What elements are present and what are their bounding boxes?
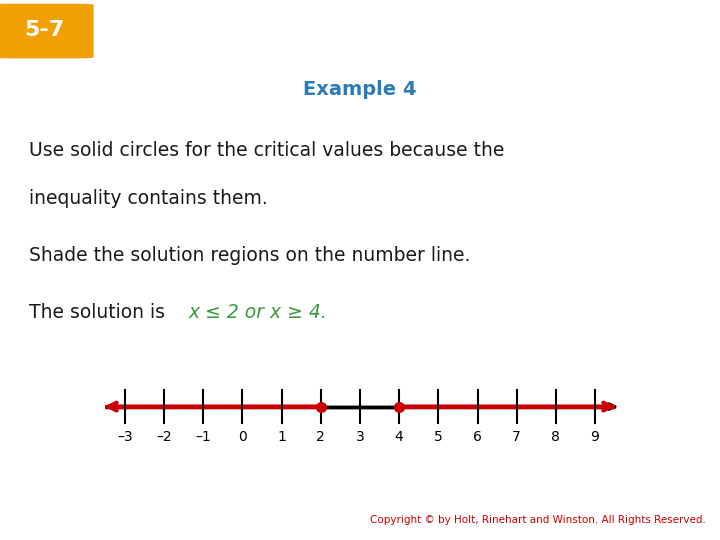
Text: 2: 2 [317, 430, 325, 444]
Text: inequality contains them.: inequality contains them. [29, 189, 268, 208]
Text: 7: 7 [513, 430, 521, 444]
FancyBboxPatch shape [0, 4, 94, 58]
Text: 1: 1 [277, 430, 286, 444]
Text: 8: 8 [552, 430, 560, 444]
Text: –1: –1 [195, 430, 211, 444]
Text: 6: 6 [473, 430, 482, 444]
Text: Use solid circles for the critical values because the: Use solid circles for the critical value… [29, 141, 504, 160]
Text: x ≤ 2 or x ≥ 4.: x ≤ 2 or x ≥ 4. [189, 302, 328, 322]
Text: 9: 9 [590, 430, 600, 444]
Text: –2: –2 [156, 430, 172, 444]
Text: Copyright © by Holt, Rinehart and Winston. All Rights Reserved.: Copyright © by Holt, Rinehart and Winsto… [370, 515, 706, 525]
Text: 5-7: 5-7 [24, 20, 65, 40]
Text: 4: 4 [395, 430, 403, 444]
Text: 5: 5 [434, 430, 443, 444]
Text: Shade the solution regions on the number line.: Shade the solution regions on the number… [29, 246, 470, 265]
Text: –3: –3 [117, 430, 132, 444]
Text: 0: 0 [238, 430, 247, 444]
Text: 3: 3 [356, 430, 364, 444]
Text: Example 4: Example 4 [303, 79, 417, 99]
Text: The solution is: The solution is [29, 302, 171, 322]
Text: Holt Algebra 2: Holt Algebra 2 [14, 512, 138, 527]
Text: Solving Quadratic Inequalities: Solving Quadratic Inequalities [155, 16, 652, 44]
